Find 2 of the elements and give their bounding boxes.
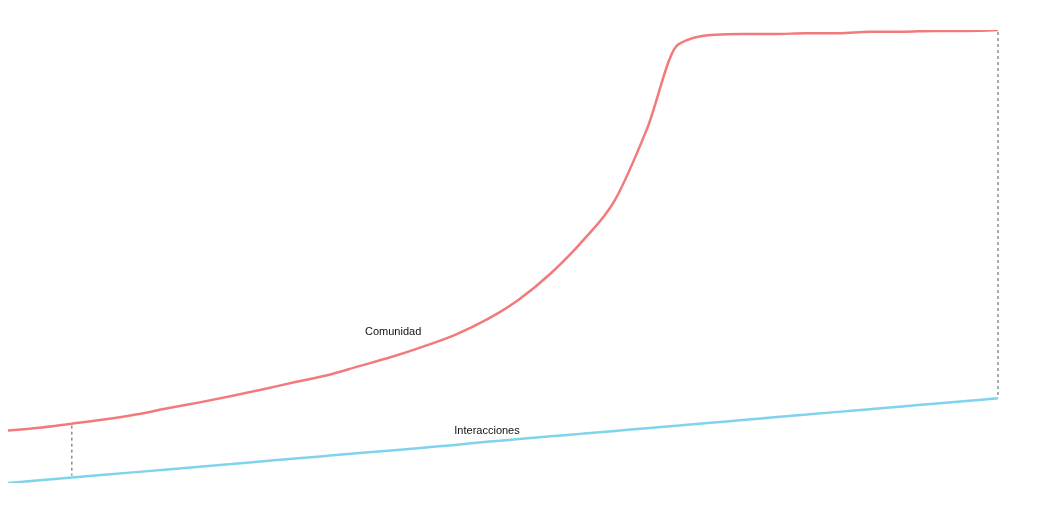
series-label: Comunidad [365, 324, 422, 337]
series-label: Interacciones [454, 423, 521, 436]
